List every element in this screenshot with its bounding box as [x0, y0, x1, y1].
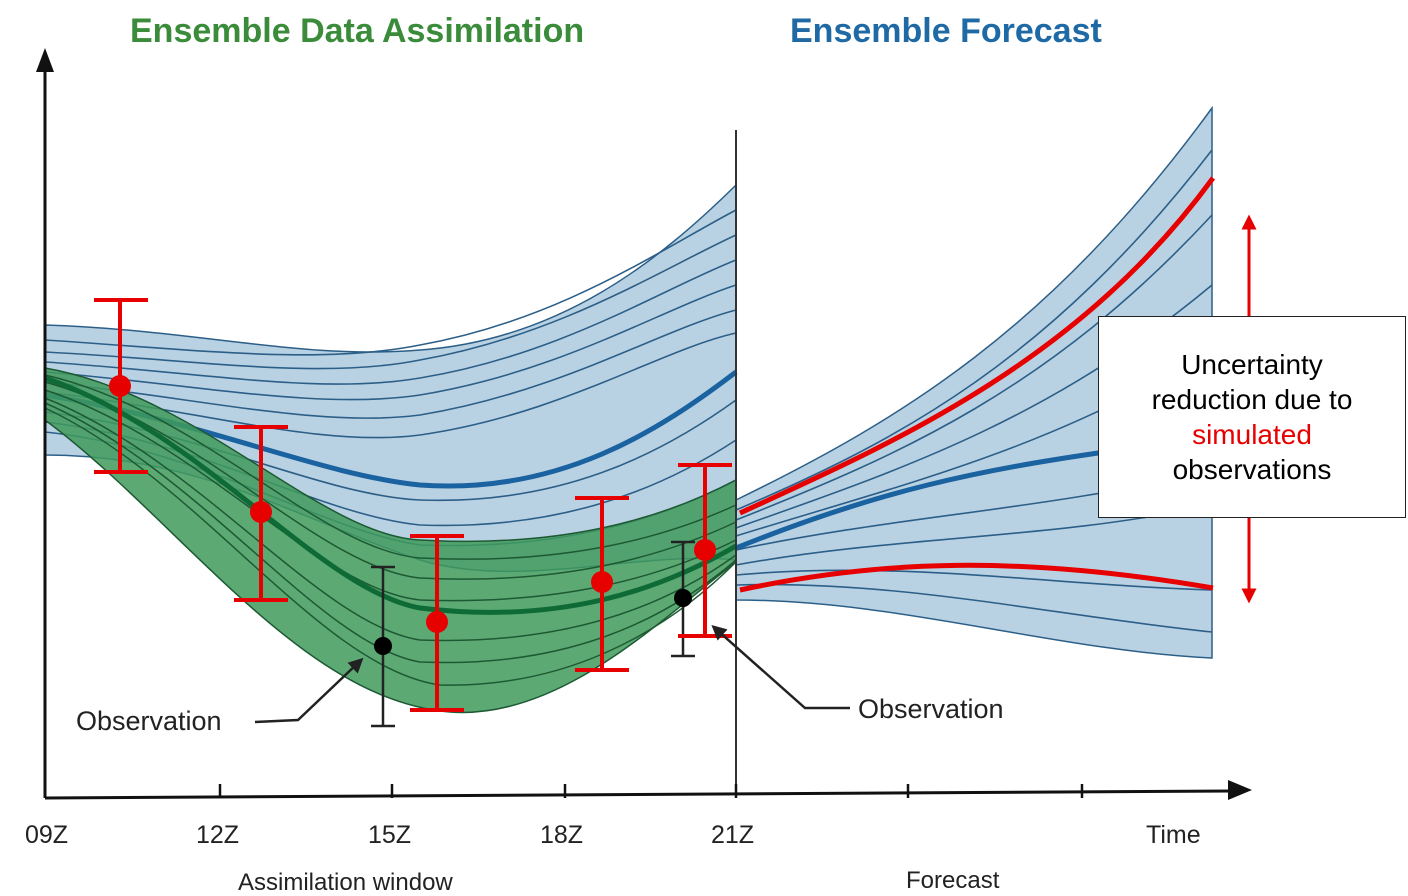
observation-point — [674, 589, 692, 607]
observation-label-left: Observation — [76, 706, 222, 736]
x-tick-marks — [43, 784, 1084, 798]
green-ensemble-mean — [44, 375, 738, 615]
y-axis-arrowhead — [36, 48, 54, 72]
callout-line-2: reduction due to — [1151, 384, 1353, 415]
simulated-observation-point — [694, 539, 716, 561]
blue-spread-envelope — [44, 183, 737, 573]
observation-pointer-right — [711, 625, 850, 710]
assimilation-window-label: Assimilation window — [238, 869, 453, 896]
forecast-header: Ensemble Forecast — [790, 12, 1102, 50]
forecast-ensemble-mean — [735, 449, 1106, 551]
tick-time: Time — [1146, 821, 1201, 849]
simulated-observation-point — [109, 375, 131, 397]
callout-line-4: observations — [1172, 454, 1332, 485]
assimilation-header: Ensemble Data Assimilation — [130, 12, 584, 50]
observation-label-right: Observation — [858, 694, 1004, 724]
observation-point — [374, 637, 392, 655]
x-axis-arrowhead — [1228, 780, 1252, 800]
simulated-observation-point — [591, 571, 613, 593]
tick-09z: 09Z — [25, 821, 68, 849]
reduced-spread-upper-bound — [738, 176, 1216, 516]
reduced-spread-lower-bound — [739, 562, 1214, 593]
simulated-observation-point — [250, 501, 272, 523]
uncertainty-callout: Uncertainty reduction due to simulated o… — [1098, 316, 1406, 518]
tick-18z: 18Z — [540, 821, 583, 849]
tick-12z: 12Z — [196, 821, 239, 849]
green-ensemble-members — [44, 374, 737, 686]
x-axis — [44, 789, 1233, 800]
tick-15z: 15Z — [368, 821, 411, 849]
observation-pointer-left — [254, 657, 364, 724]
forecast-label: Forecast — [906, 867, 1000, 894]
tick-21z: 21Z — [711, 821, 754, 849]
simulated-observation-point — [426, 611, 448, 633]
callout-line-1: Uncertainty — [1181, 349, 1323, 380]
callout-highlight: simulated — [1192, 419, 1312, 450]
